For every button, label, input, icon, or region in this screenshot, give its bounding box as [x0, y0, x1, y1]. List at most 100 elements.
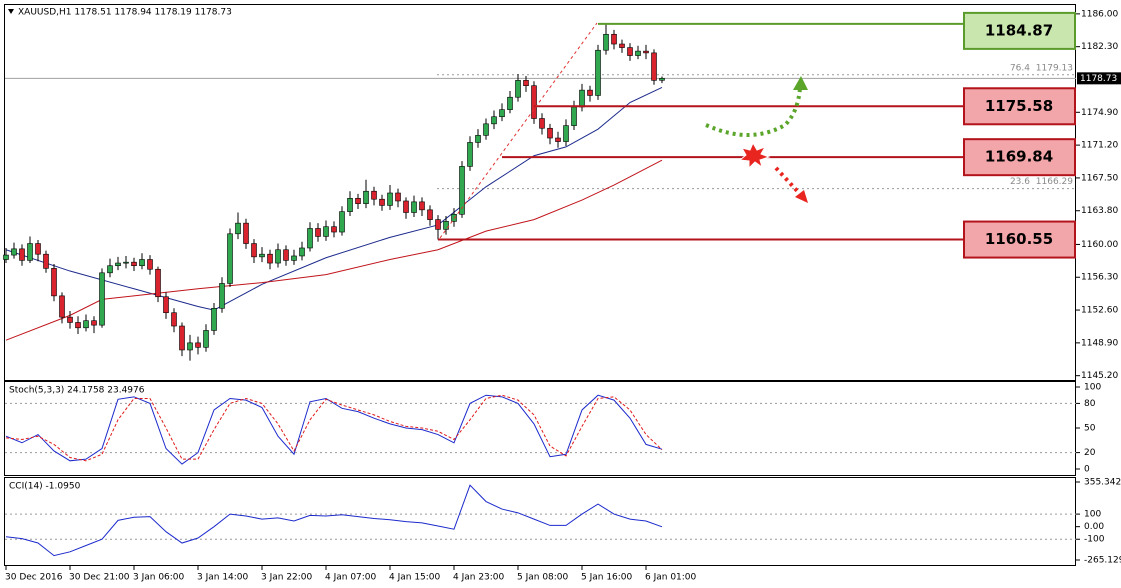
candle-body [555, 137, 561, 142]
x-tick-label: 4 Jan 23:00 [453, 573, 505, 583]
candle-body [627, 47, 633, 56]
x-tick-label: 30 Dec 21:00 [69, 573, 130, 583]
stoch-title: Stoch(5,3,3) 24.1758 23.4976 [9, 386, 145, 396]
candle-body [291, 255, 297, 261]
candle-body [459, 166, 465, 215]
fib-level: 76.4 [1010, 63, 1030, 73]
candle-body [275, 249, 281, 264]
candle-body [43, 253, 49, 269]
red-arrow-head [795, 190, 808, 203]
candle-body [299, 247, 305, 257]
candle-body [155, 268, 161, 298]
candle-body [171, 312, 177, 327]
fib-level: 23.6 [1010, 177, 1030, 187]
candle-body [659, 78, 665, 81]
candle-body [203, 330, 209, 348]
main-pane [4, 4, 1076, 381]
level-label: 1169.84 [985, 148, 1053, 166]
y-tick-label: 1174.90 [1081, 108, 1118, 118]
candle-body [643, 50, 649, 54]
y-tick-label: 50 [1084, 424, 1096, 434]
candle-body [651, 52, 657, 81]
candle-body [499, 109, 505, 118]
fib-price: 1166.29 [1036, 177, 1073, 187]
candle-body [67, 316, 73, 323]
burst-icon [738, 141, 771, 170]
candle-body [219, 283, 225, 309]
y-tick-label: 1163.80 [1081, 206, 1118, 216]
candle-body [59, 295, 65, 318]
candle-body [595, 49, 601, 96]
candle-body [491, 116, 497, 125]
candle-body [403, 200, 409, 213]
candle-body [619, 43, 625, 48]
candle-body [547, 127, 553, 139]
candle-body [587, 89, 593, 96]
candle-body [379, 198, 385, 206]
y-tick-label: 20 [1084, 448, 1096, 458]
cci-title: CCI(14) -1.0950 [9, 482, 81, 492]
candle-body [147, 259, 153, 270]
candle-body [331, 226, 337, 233]
level-label: 1184.87 [985, 21, 1053, 39]
candle-body [107, 265, 113, 274]
candle-body [355, 198, 361, 204]
candle-body [307, 228, 313, 249]
current-price-box [1077, 72, 1121, 85]
red-arrow [774, 166, 802, 196]
candle-body [563, 125, 569, 142]
candle-body [603, 33, 609, 51]
candle-body [475, 135, 481, 143]
candle-body [315, 228, 321, 237]
candle-body [523, 80, 529, 86]
candle-body [531, 85, 537, 119]
y-tick-label: 0.00 [1084, 522, 1104, 532]
level-box [963, 11, 1076, 50]
candle-body [11, 248, 17, 256]
y-tick-label: 100 [1084, 383, 1101, 393]
level-box [963, 87, 1076, 126]
candle-body [3, 254, 9, 260]
candle-body [283, 249, 289, 261]
y-tick-label: -100 [1084, 535, 1105, 545]
y-tick-label: 1171.20 [1081, 141, 1118, 151]
y-tick-label: 80 [1084, 399, 1096, 409]
candle-body [579, 89, 585, 108]
current-price-label: 1178.73 [1080, 74, 1117, 84]
candle-body [323, 226, 329, 237]
collapse-icon [8, 9, 14, 14]
chart-title: XAUUSD,H1 1178.51 1178.94 1178.19 1178.7… [18, 8, 232, 18]
indicator-line [5, 394, 663, 462]
candle-body [139, 259, 145, 267]
candle-body [363, 190, 369, 204]
candle-body [371, 190, 377, 200]
candle-body [211, 307, 217, 331]
x-tick-label: 3 Jan 14:00 [197, 573, 249, 583]
candle-body [195, 342, 201, 348]
candle-body [347, 198, 353, 212]
indicator-line [5, 394, 663, 465]
candle-body [99, 272, 105, 326]
stoch-pane [4, 381, 1076, 476]
candle-body [75, 322, 81, 329]
candle-body [507, 96, 513, 110]
candle-body [179, 325, 185, 351]
candle-body [115, 262, 121, 267]
y-tick-label: 0 [1084, 465, 1090, 475]
candle-body [395, 192, 401, 202]
candle-body [387, 192, 393, 206]
candle-body [27, 243, 33, 261]
x-tick-label: 3 Jan 06:00 [133, 573, 185, 583]
candle-body [467, 142, 473, 167]
candle-body [19, 248, 25, 261]
candle-body [35, 243, 41, 255]
y-tick-label: 1148.90 [1081, 338, 1118, 348]
candle-body [451, 213, 457, 222]
candle-body [411, 201, 417, 213]
x-tick-label: 4 Jan 07:00 [325, 573, 377, 583]
x-tick-label: 4 Jan 15:00 [389, 573, 441, 583]
y-tick-label: 1182.30 [1081, 42, 1118, 52]
